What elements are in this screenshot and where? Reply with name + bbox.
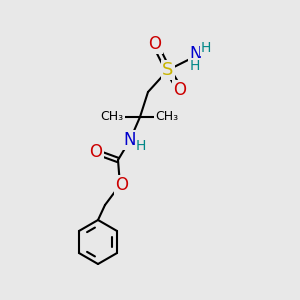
Text: H: H [136,139,146,153]
Text: O: O [89,143,103,161]
Text: CH₃: CH₃ [100,110,124,124]
Text: O: O [148,35,161,53]
Text: S: S [162,61,174,79]
Text: H: H [201,41,211,55]
Text: O: O [116,176,128,194]
Text: N: N [124,131,136,149]
Text: O: O [173,81,187,99]
Text: H: H [190,59,200,73]
Text: CH₃: CH₃ [155,110,178,124]
Text: N: N [190,45,202,63]
